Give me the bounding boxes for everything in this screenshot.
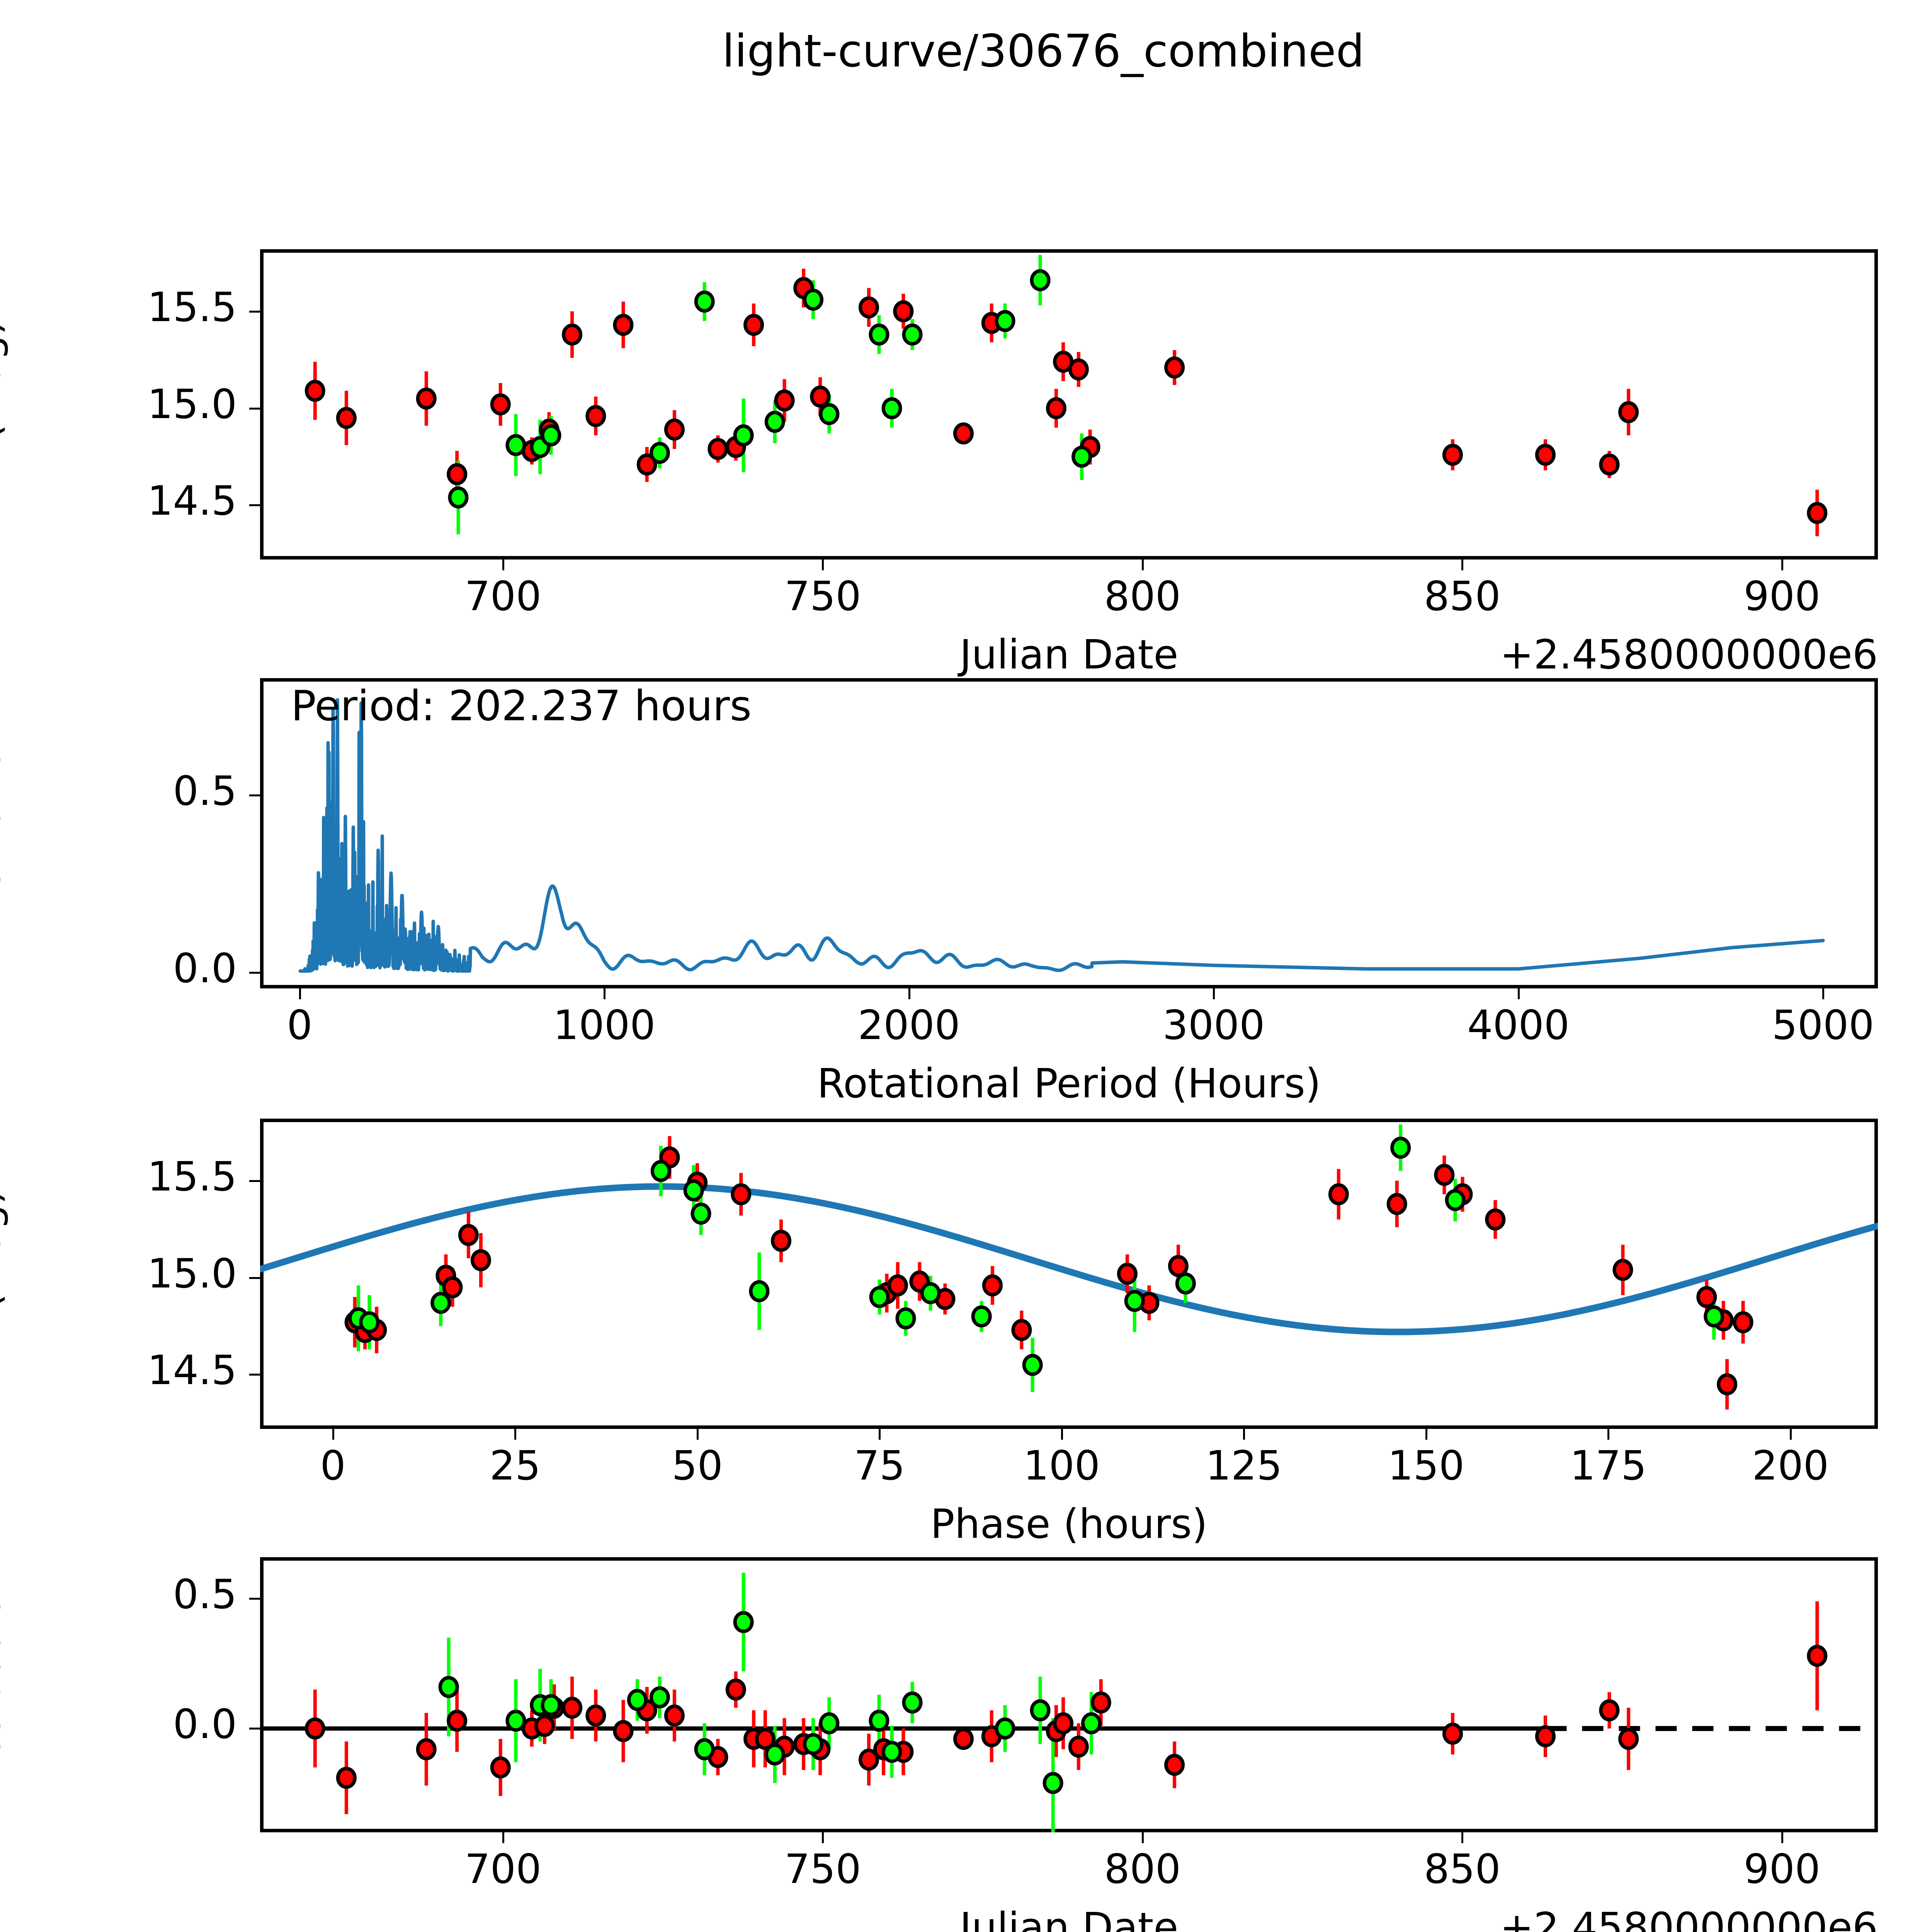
y-tick-label: 14.5 xyxy=(147,477,237,525)
x-tick-label: 150 xyxy=(1388,1442,1464,1489)
phase-plot-area xyxy=(260,1124,1878,1410)
y-tick-label: 0.0 xyxy=(173,944,237,992)
x-tick-label: 4000 xyxy=(1467,1002,1570,1049)
x-tickmark xyxy=(514,1429,517,1440)
periodogram-axes-frame xyxy=(260,678,1878,988)
x-tick-label: 850 xyxy=(1424,1845,1501,1893)
x-tickmark xyxy=(1789,1429,1792,1440)
x-tickmark xyxy=(332,1429,334,1440)
x-tick-label: 125 xyxy=(1205,1442,1282,1489)
x-tickmark xyxy=(1517,988,1520,999)
y-axis-label: H (mag) xyxy=(0,1188,9,1352)
figure-title: light-curve/30676_combined xyxy=(722,25,1365,77)
x-axis-offset-label: +2.4580000000e6 xyxy=(1500,1904,1878,1932)
x-tick-label: 200 xyxy=(1752,1442,1829,1489)
x-tickmark xyxy=(1141,560,1144,570)
x-tick-label: 175 xyxy=(1570,1442,1647,1489)
y-tickmark xyxy=(249,407,260,410)
x-tick-label: 750 xyxy=(784,1845,861,1893)
y-tickmark xyxy=(249,1277,260,1279)
y-tick-label: 15.0 xyxy=(147,1250,237,1297)
y-tickmark xyxy=(249,504,260,507)
phase-panel xyxy=(260,1119,1878,1429)
x-tickmark xyxy=(502,560,504,570)
lightcurve-panel xyxy=(260,249,1878,560)
x-axis-label: Julian Date xyxy=(959,631,1179,678)
x-tick-label: 850 xyxy=(1424,573,1501,620)
lightcurve-plot-area xyxy=(304,255,1828,536)
x-tickmark xyxy=(1781,560,1783,570)
x-tick-label: 3000 xyxy=(1162,1002,1265,1049)
x-tickmark xyxy=(1607,1429,1610,1440)
y-tick-label: 14.5 xyxy=(147,1347,237,1394)
x-tick-label: 750 xyxy=(784,573,861,620)
periodogram-annotation: Period: 202.237 hours xyxy=(291,682,752,730)
x-tick-label: 900 xyxy=(1743,1845,1820,1893)
x-axis-label: Phase (hours) xyxy=(930,1500,1208,1548)
x-tick-label: 0 xyxy=(287,1002,313,1049)
x-tick-label: 5000 xyxy=(1772,1002,1874,1049)
residuals-panel xyxy=(260,1557,1878,1832)
x-tickmark xyxy=(1461,560,1464,570)
x-tickmark xyxy=(1243,1429,1245,1440)
y-tickmark xyxy=(249,1180,260,1182)
x-tickmark xyxy=(696,1429,699,1440)
x-axis-offset-label: +2.4580000000e6 xyxy=(1500,631,1878,678)
x-tick-label: 25 xyxy=(489,1442,541,1489)
x-tick-label: 75 xyxy=(854,1442,905,1489)
x-tick-label: 900 xyxy=(1743,573,1820,620)
y-tickmark xyxy=(249,310,260,313)
x-tickmark xyxy=(604,988,606,999)
x-tick-label: 800 xyxy=(1104,573,1181,620)
x-tick-label: 1000 xyxy=(553,1002,656,1049)
x-tickmark xyxy=(502,1832,504,1843)
x-tickmark xyxy=(1781,1832,1783,1843)
y-tickmark xyxy=(249,1374,260,1376)
x-tickmark xyxy=(1213,988,1215,999)
y-tick-label: 15.5 xyxy=(147,283,237,331)
y-tickmark xyxy=(249,971,260,974)
periodogram-plot-area xyxy=(298,698,1825,973)
x-tickmark xyxy=(908,988,910,999)
y-tickmark xyxy=(249,1598,260,1600)
y-tick-label: 0.0 xyxy=(173,1701,237,1748)
x-tickmark xyxy=(822,1832,824,1843)
y-tick-label: 15.0 xyxy=(147,380,237,428)
y-axis-label: L-S Power xyxy=(0,731,9,928)
y-axis-label: H (mag) xyxy=(0,319,9,483)
y-axis-label: Residuals xyxy=(0,1596,9,1787)
x-tick-label: 700 xyxy=(464,573,542,620)
x-tickmark xyxy=(1461,1832,1464,1843)
x-tick-label: 800 xyxy=(1104,1845,1181,1893)
x-tickmark xyxy=(299,988,301,999)
x-tick-label: 50 xyxy=(672,1442,723,1489)
residuals-plot-area xyxy=(260,1573,1878,1832)
x-tick-label: 2000 xyxy=(858,1002,960,1049)
x-tick-label: 100 xyxy=(1023,1442,1100,1489)
x-tickmark xyxy=(822,560,824,570)
periodogram-panel xyxy=(260,678,1878,988)
x-tickmark xyxy=(1425,1429,1427,1440)
y-tick-label: 0.5 xyxy=(173,767,237,815)
x-tickmark xyxy=(879,1429,881,1440)
x-tick-label: 700 xyxy=(464,1845,542,1893)
x-tick-label: 0 xyxy=(320,1442,346,1489)
y-tick-label: 15.5 xyxy=(147,1153,237,1200)
y-tickmark xyxy=(249,794,260,796)
x-tickmark xyxy=(1141,1832,1144,1843)
x-tickmark xyxy=(1061,1429,1063,1440)
x-axis-label: Rotational Period (Hours) xyxy=(817,1060,1321,1107)
y-tickmark xyxy=(249,1728,260,1730)
y-tick-label: 0.5 xyxy=(173,1571,237,1618)
x-tickmark xyxy=(1822,988,1825,999)
x-axis-label: Julian Date xyxy=(959,1904,1179,1932)
lightcurve-axes-frame xyxy=(260,249,1878,560)
